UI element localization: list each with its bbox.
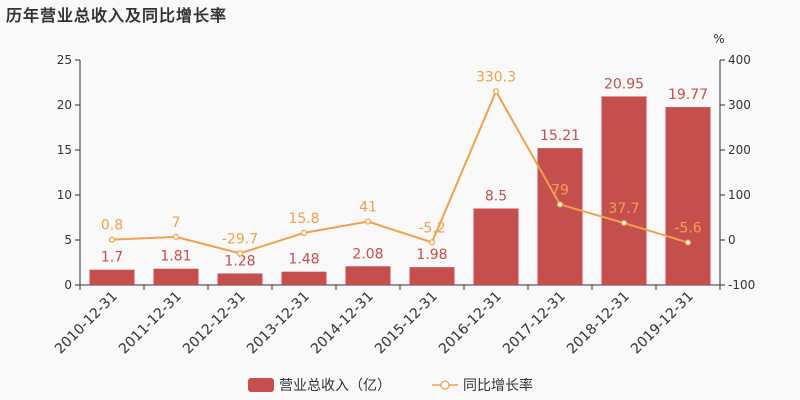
- growth-point: [620, 219, 628, 227]
- bar: [409, 267, 455, 285]
- x-tick-label: 2017-12-31: [500, 289, 569, 358]
- bar: [89, 269, 135, 285]
- y-left-tick-label: 5: [64, 233, 72, 247]
- growth-data-label: 41: [359, 200, 377, 216]
- x-tick-label: 2010-12-31: [52, 289, 121, 358]
- growth-data-label: 79: [551, 182, 569, 198]
- bar: [665, 107, 711, 285]
- x-tick-label: 2013-12-31: [244, 289, 313, 358]
- bar-data-label: 15.21: [540, 128, 580, 144]
- x-tick-label: 2016-12-31: [436, 289, 505, 358]
- y-right-tick-label: 400: [728, 53, 751, 67]
- bar-data-label: 19.77: [668, 87, 708, 103]
- growth-data-label: -5.6: [674, 221, 701, 237]
- legend-bar-label: 营业总收入（亿）: [279, 378, 391, 394]
- bar: [153, 268, 199, 285]
- x-tick-label: 2011-12-31: [116, 289, 185, 358]
- x-tick-label: 2019-12-31: [628, 289, 697, 358]
- bar-data-label: 1.81: [160, 249, 191, 265]
- bar-data-label: 8.5: [485, 189, 507, 205]
- growth-point: [108, 236, 116, 243]
- y-right-tick-label: 0: [728, 233, 736, 247]
- bar: [537, 148, 583, 285]
- bar: [217, 273, 263, 285]
- y-left-tick-label: 10: [57, 188, 72, 202]
- growth-point: [428, 239, 436, 246]
- y-right-tick-label: 300: [728, 98, 751, 112]
- y-left-tick-label: 25: [57, 53, 72, 67]
- legend-bar-swatch: [248, 378, 274, 392]
- y-left-tick-label: 15: [57, 143, 72, 157]
- growth-point: [556, 201, 564, 208]
- bar-data-label: 2.08: [352, 246, 383, 262]
- bar: [473, 208, 519, 285]
- growth-data-label: -29.7: [222, 231, 258, 247]
- y-right-unit-label: %: [713, 32, 724, 46]
- bar: [345, 266, 391, 285]
- growth-point: [300, 229, 308, 236]
- bar-data-label: 1.98: [416, 247, 447, 263]
- bar: [281, 271, 327, 285]
- growth-line: [111, 89, 689, 255]
- growth-data-label: 15.8: [288, 211, 319, 227]
- bar-data-label: 1.28: [224, 253, 255, 269]
- legend-line-label: 同比增长率: [463, 377, 533, 394]
- x-tick-label: 2015-12-31: [372, 289, 441, 358]
- x-tick-label: 2014-12-31: [308, 289, 377, 358]
- y-left-tick-label: 20: [57, 98, 72, 112]
- legend-line-marker: [440, 380, 450, 390]
- y-right-tick-label: 100: [728, 188, 751, 202]
- growth-point: [172, 233, 180, 240]
- growth-point: [684, 239, 692, 246]
- bar-data-label: 20.95: [604, 76, 644, 92]
- bar-data-label: 1.7: [101, 250, 123, 266]
- bar: [601, 96, 647, 285]
- growth-data-label: 7: [172, 215, 181, 231]
- growth-data-label: 37.7: [608, 201, 639, 217]
- y-left-tick-label: 0: [64, 278, 72, 292]
- growth-point: [492, 88, 500, 95]
- chart-title: 历年营业总收入及同比增长率: [6, 6, 228, 25]
- bar-data-label: 1.48: [288, 252, 319, 268]
- y-right-tick-label: -100: [728, 278, 755, 292]
- x-tick-label: 2012-12-31: [180, 289, 249, 358]
- growth-data-label: -5.2: [418, 220, 445, 236]
- growth-data-label: 330.3: [476, 69, 516, 85]
- y-right-tick-label: 200: [728, 143, 751, 157]
- x-tick-label: 2018-12-31: [564, 289, 633, 358]
- growth-data-label: 0.8: [101, 218, 123, 234]
- growth-point: [364, 218, 372, 225]
- growth-point: [236, 250, 244, 257]
